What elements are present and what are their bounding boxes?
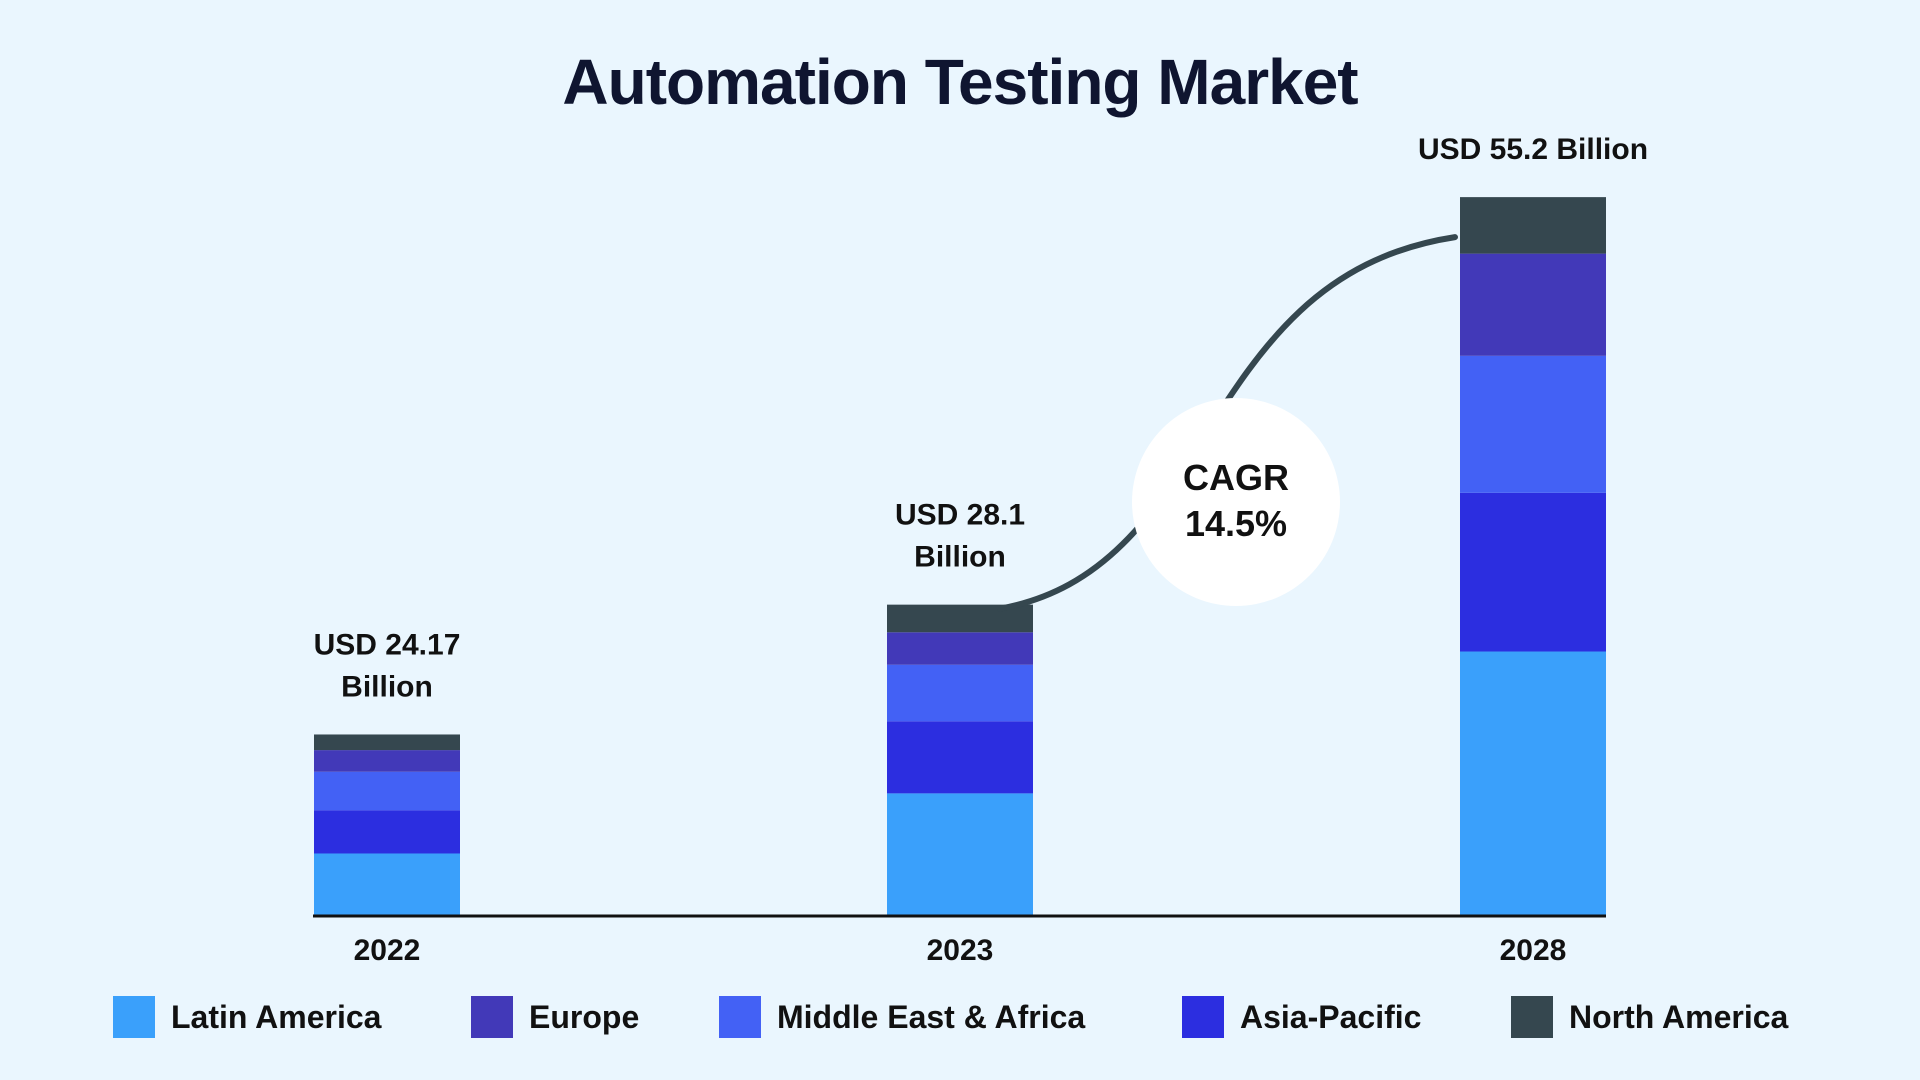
bar-segment-2023-middle-east-africa — [887, 664, 1033, 722]
cagr-circle — [1132, 398, 1340, 606]
stacked-bar-chart: 2022 2023 2028 USD 24.17 Billion USD 28.1 Bil… — [313, 133, 1648, 967]
bar-segment-2023-europe — [887, 632, 1033, 665]
bar-segment-2022-europe — [314, 750, 460, 772]
legend-item-asia-pacific: Asia-Pacific — [1182, 996, 1421, 1038]
bar-segment-2022-north-america — [314, 734, 460, 751]
legend-swatch — [1511, 996, 1553, 1038]
bar-segment-2023-asia-pacific — [887, 721, 1033, 794]
x-tick-label-2023: 2023 — [927, 934, 994, 967]
legend: Latin America Europe Middle East & Afric… — [0, 996, 1920, 1048]
legend-label: North America — [1569, 998, 1789, 1035]
cagr-bubble: CAGR 14.5% — [1132, 398, 1340, 606]
legend-item-middle-east-africa: Middle East & Africa — [719, 996, 1085, 1038]
cagr-value: 14.5% — [1185, 503, 1287, 544]
x-tick-label-2022: 2022 — [354, 934, 421, 967]
bar-segment-2023-latin-america — [887, 793, 1033, 916]
legend-swatch — [113, 996, 155, 1038]
bar-segment-2028-asia-pacific — [1460, 492, 1606, 652]
bar-segment-2028-europe — [1460, 253, 1606, 356]
total-label-2023-line-1: Billion — [914, 541, 1006, 574]
total-label-2022-line-0: USD 24.17 — [314, 628, 461, 661]
legend-label: Europe — [529, 998, 640, 1035]
bar-segment-2022-middle-east-africa — [314, 771, 460, 811]
chart-title: Automation Testing Market — [562, 46, 1358, 118]
legend-swatch — [1182, 996, 1224, 1038]
total-label-2028-line-0: USD 55.2 Billion — [1418, 133, 1648, 166]
bar-segment-2028-north-america — [1460, 197, 1606, 254]
bar-segment-2022-latin-america — [314, 853, 460, 916]
legend-label: Asia-Pacific — [1240, 998, 1422, 1035]
x-tick-label-2028: 2028 — [1500, 934, 1567, 967]
legend-label: Middle East & Africa — [777, 998, 1086, 1035]
bar-segment-2028-middle-east-africa — [1460, 355, 1606, 493]
legend-swatch — [471, 996, 513, 1038]
bars-group — [314, 197, 1606, 916]
legend-item-north-america: North America — [1511, 996, 1788, 1038]
bar-segment-2028-latin-america — [1460, 651, 1606, 916]
legend-item-latin-america: Latin America — [113, 996, 381, 1038]
legend-swatch — [719, 996, 761, 1038]
x-tick-labels: 2022 2023 2028 — [354, 934, 1567, 967]
legend-item-europe: Europe — [471, 996, 639, 1038]
cagr-label: CAGR — [1183, 457, 1289, 498]
total-label-2023-line-0: USD 28.1 — [895, 499, 1025, 532]
bar-segment-2022-asia-pacific — [314, 810, 460, 854]
total-labels: USD 24.17 Billion USD 28.1 Billion USD 55.2 … — [314, 133, 1648, 703]
total-label-2022-line-1: Billion — [341, 670, 433, 703]
legend-label: Latin America — [171, 998, 382, 1035]
